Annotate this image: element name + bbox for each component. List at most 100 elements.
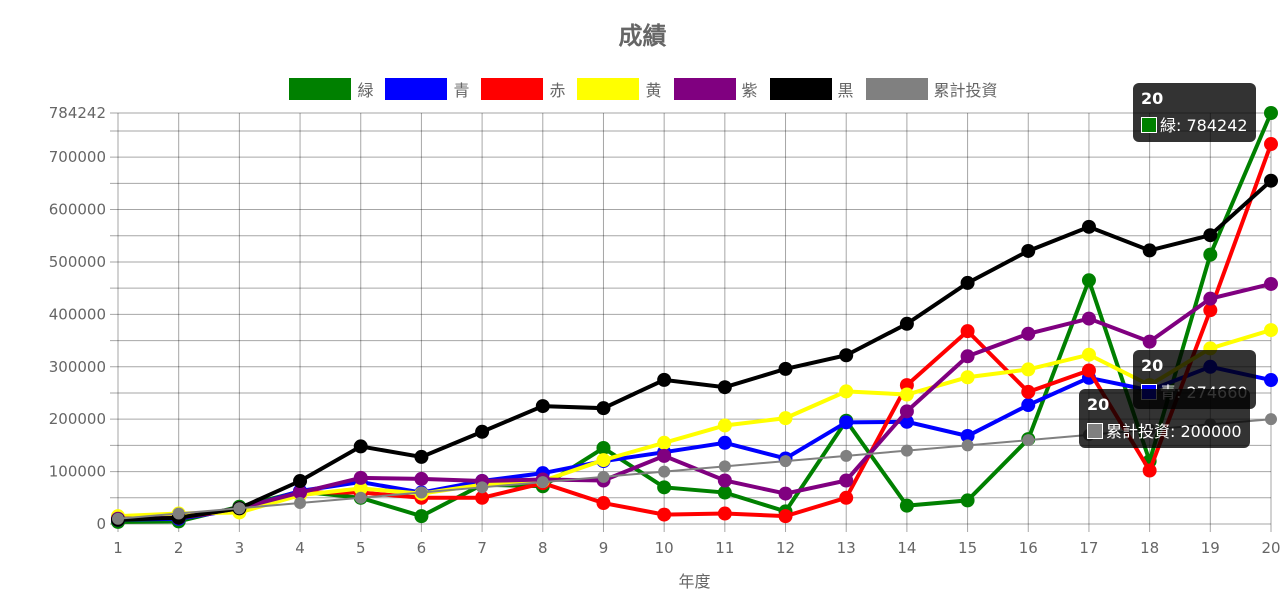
data-point <box>1264 106 1278 120</box>
data-point <box>717 380 732 395</box>
data-point <box>353 470 368 485</box>
tooltip-swatch <box>1141 117 1157 133</box>
data-point <box>717 506 732 521</box>
y-tick-label: 100000 <box>49 463 106 481</box>
data-point <box>536 476 549 489</box>
y-tick-label: 500000 <box>49 253 106 271</box>
x-tick-label: 13 <box>837 539 856 557</box>
data-point <box>1081 311 1096 326</box>
data-point <box>1264 373 1278 388</box>
data-point <box>1264 137 1278 152</box>
x-tick-label: 18 <box>1140 539 1159 557</box>
data-point <box>1265 413 1277 426</box>
x-tick-label: 10 <box>655 539 674 557</box>
data-point <box>597 470 610 483</box>
data-point <box>899 498 914 513</box>
data-point <box>415 486 428 499</box>
data-point <box>960 428 975 443</box>
legend-item[interactable]: 累計投資 <box>865 77 998 101</box>
x-tick-label: 12 <box>776 539 795 557</box>
series-line <box>117 112 1273 524</box>
data-point <box>718 460 731 473</box>
data-point <box>960 370 975 385</box>
data-point <box>778 509 793 524</box>
data-point <box>596 441 611 456</box>
data-point <box>1081 273 1096 288</box>
data-point <box>839 348 854 363</box>
data-point <box>596 401 611 416</box>
x-tick-label: 20 <box>1261 539 1280 557</box>
x-tick-label: 5 <box>356 539 366 557</box>
data-point <box>839 490 854 505</box>
legend-label: 黄 <box>645 81 662 100</box>
data-point <box>172 507 185 520</box>
tooltip-title: 20 <box>1087 395 1110 414</box>
data-point <box>657 480 672 495</box>
legend-item[interactable]: 黒 <box>769 77 854 101</box>
data-point <box>475 490 490 505</box>
data-point <box>1142 463 1157 478</box>
data-point <box>353 481 368 496</box>
data-point <box>717 473 732 488</box>
legend-label: 累計投資 <box>933 81 998 100</box>
data-point <box>294 497 307 510</box>
tooltip: 20 緑: 784242 <box>1133 83 1256 142</box>
legend-item[interactable]: 黄 <box>577 77 662 101</box>
data-point <box>1203 291 1218 306</box>
y-tick-label: 784242 <box>49 104 106 122</box>
data-point <box>354 491 367 504</box>
data-point <box>414 471 429 486</box>
data-point <box>475 424 490 439</box>
legend: 緑 青 赤 黄 紫 黒 累計投資 <box>0 77 1285 101</box>
y-tick-label: 300000 <box>49 358 106 376</box>
data-point <box>353 439 368 454</box>
legend-item[interactable]: 緑 <box>289 77 373 101</box>
data-point <box>1264 323 1278 338</box>
data-point <box>960 275 975 290</box>
data-point <box>657 372 672 387</box>
data-point <box>1142 243 1157 258</box>
data-point <box>717 485 732 500</box>
x-tick-label: 2 <box>174 539 184 557</box>
legend-label: 黒 <box>837 81 854 100</box>
x-tick-label: 7 <box>477 539 487 557</box>
legend-swatch <box>385 78 448 100</box>
legend-item[interactable]: 赤 <box>481 77 565 101</box>
tooltip-label: 緑: 784242 <box>1160 116 1248 135</box>
tooltip-label: 累計投資: 200000 <box>1106 422 1242 441</box>
data-point <box>657 448 672 463</box>
data-point <box>1264 173 1278 188</box>
series-line <box>117 179 1273 522</box>
data-point <box>414 509 429 524</box>
tooltip-title: 20 <box>1141 356 1164 375</box>
data-point <box>1021 384 1036 399</box>
data-point <box>1022 434 1035 447</box>
chart-title: 成績 <box>618 22 667 50</box>
data-point <box>1203 247 1218 262</box>
legend-label: 緑 <box>357 81 374 100</box>
data-point <box>476 481 489 494</box>
data-point <box>840 449 853 462</box>
data-point <box>112 512 124 525</box>
data-point <box>233 502 246 515</box>
tooltip-title: 20 <box>1141 89 1164 108</box>
legend-swatch <box>865 78 928 100</box>
data-point <box>778 411 793 426</box>
data-point <box>779 455 792 468</box>
legend-label: 赤 <box>549 81 566 100</box>
legend-item[interactable]: 紫 <box>673 77 758 101</box>
legend-item[interactable]: 青 <box>385 77 469 101</box>
data-point <box>778 486 793 501</box>
legend-label: 紫 <box>741 81 758 100</box>
series-line <box>117 328 1272 519</box>
data-point <box>1203 228 1218 243</box>
data-point <box>1021 326 1036 341</box>
y-tick-label: 700000 <box>49 148 106 166</box>
data-point <box>717 418 732 433</box>
data-point <box>839 473 854 488</box>
data-point <box>1021 362 1036 377</box>
series-line <box>117 418 1272 520</box>
data-point <box>657 507 672 522</box>
data-point <box>1021 398 1036 413</box>
